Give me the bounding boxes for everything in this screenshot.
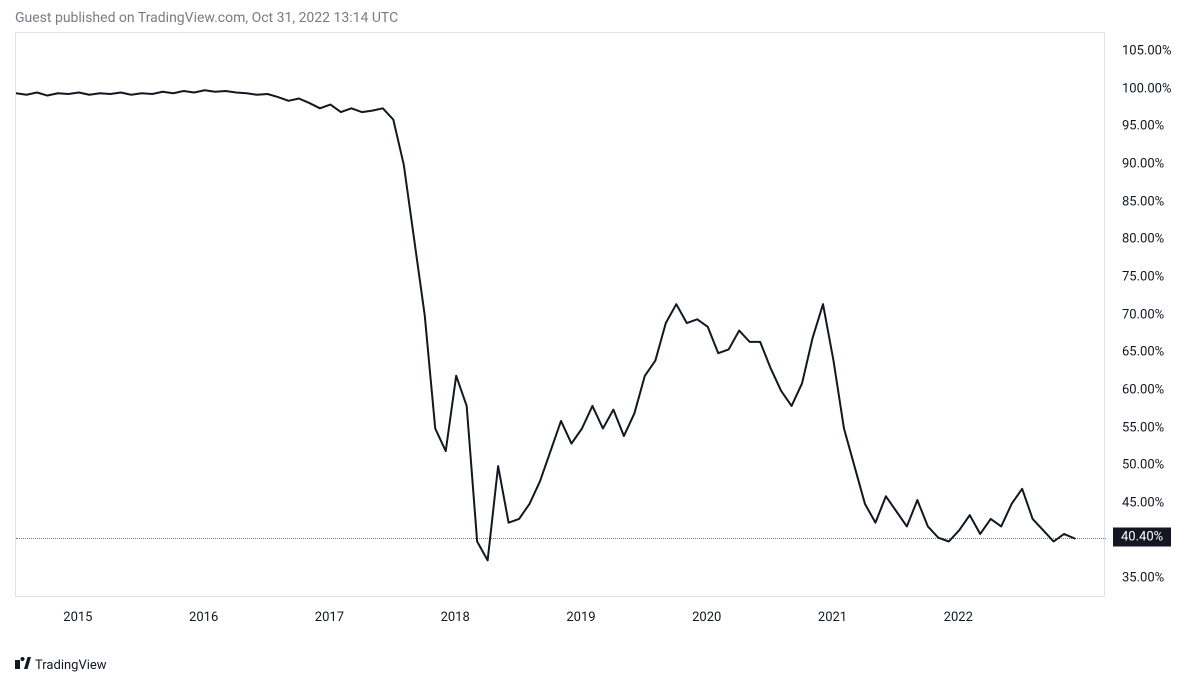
x-tick-label: 2019 — [566, 610, 595, 625]
y-tick-label: 105.00% — [1122, 43, 1171, 58]
y-tick-label: 90.00% — [1122, 156, 1164, 171]
x-tick-label: 2021 — [818, 610, 847, 625]
x-axis: 2015 2016 2017 2018 2019 2020 2021 2022 — [15, 602, 1105, 632]
footer-brand: TradingView — [35, 658, 107, 673]
y-tick-label: 50.00% — [1122, 458, 1164, 473]
x-tick-label: 2020 — [692, 610, 721, 625]
y-tick-label: 45.00% — [1122, 495, 1164, 510]
x-tick-label: 2018 — [441, 610, 470, 625]
y-tick-label: 65.00% — [1122, 345, 1164, 360]
y-tick-label: 95.00% — [1122, 119, 1164, 134]
y-tick-label: 85.00% — [1122, 194, 1164, 209]
y-tick-label: 80.00% — [1122, 232, 1164, 247]
x-tick-label: 2016 — [189, 610, 218, 625]
y-tick-label: 70.00% — [1122, 307, 1164, 322]
current-value-badge: 40.40% — [1113, 528, 1171, 547]
chart-container: 105.00% 100.00% 95.00% 90.00% 85.00% 80.00% 75… — [15, 32, 1185, 632]
tradingview-logo-icon — [15, 657, 31, 673]
x-tick-label: 2017 — [315, 610, 344, 625]
y-tick-label: 75.00% — [1122, 269, 1164, 284]
y-tick-label: 55.00% — [1122, 420, 1164, 435]
plot-area — [15, 32, 1105, 597]
x-tick-label: 2022 — [944, 610, 973, 625]
line-chart-svg — [16, 33, 1106, 598]
series-path — [16, 90, 1075, 560]
y-tick-label: 100.00% — [1122, 81, 1171, 96]
header-caption: Guest published on TradingView.com, Oct … — [15, 10, 398, 26]
y-tick-label: 60.00% — [1122, 382, 1164, 397]
footer: TradingView — [15, 657, 107, 673]
y-axis: 105.00% 100.00% 95.00% 90.00% 85.00% 80.00% 75… — [1110, 32, 1185, 597]
x-tick-label: 2015 — [63, 610, 92, 625]
y-tick-label: 35.00% — [1122, 571, 1164, 586]
